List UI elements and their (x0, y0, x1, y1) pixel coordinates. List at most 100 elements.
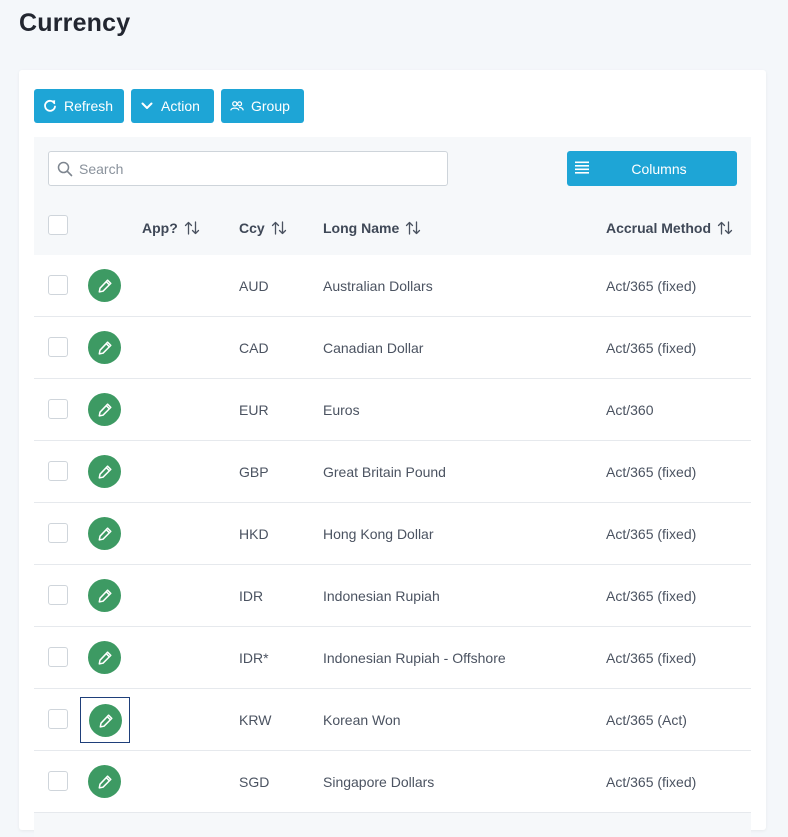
pencil-icon (99, 713, 113, 728)
row-checkbox[interactable] (48, 461, 68, 481)
pencil-icon (98, 774, 112, 789)
row-checkbox[interactable] (48, 337, 68, 357)
row-checkbox[interactable] (48, 275, 68, 295)
cell-ccy: IDR (239, 588, 264, 604)
table-row: CAD Canadian Dollar Act/365 (fixed) (34, 317, 751, 379)
cell-ccy: GBP (239, 464, 269, 480)
sort-icon[interactable] (717, 221, 733, 235)
edit-button[interactable] (88, 455, 121, 488)
list-icon (575, 161, 589, 177)
chevron-down-icon (140, 99, 154, 113)
cell-ccy: AUD (239, 278, 269, 294)
header-app-label: App? (142, 220, 178, 236)
table-row: GBP Great Britain Pound Act/365 (fixed) (34, 441, 751, 503)
cell-accrual-method: Act/365 (Act) (606, 712, 687, 728)
refresh-button[interactable]: Refresh (34, 89, 124, 123)
cell-ccy: EUR (239, 402, 269, 418)
cell-accrual-method: Act/365 (fixed) (606, 588, 697, 604)
group-button[interactable]: Group (221, 89, 304, 123)
edit-cell (80, 573, 130, 619)
pencil-icon (98, 526, 112, 541)
edit-cell (80, 511, 130, 557)
cell-ccy: SGD (239, 774, 270, 790)
edit-cell (80, 325, 130, 371)
action-label: Action (161, 98, 200, 114)
search-input[interactable] (77, 152, 447, 185)
cell-accrual-method: Act/365 (fixed) (606, 278, 697, 294)
table-row: IDR Indonesian Rupiah Act/365 (fixed) (34, 565, 751, 627)
sort-icon[interactable] (405, 221, 421, 235)
table-row: KRW Korean Won Act/365 (Act) (34, 689, 751, 751)
header-long-name[interactable]: Long Name (323, 220, 421, 236)
sort-icon[interactable] (271, 221, 287, 235)
group-label: Group (251, 98, 290, 114)
cell-long-name: Euros (323, 402, 360, 418)
header-accrual-method-label: Accrual Method (606, 220, 712, 236)
edit-button[interactable] (88, 765, 121, 798)
columns-label: Columns (631, 161, 687, 177)
pencil-icon (98, 402, 112, 417)
pencil-icon (98, 278, 112, 293)
cell-accrual-method: Act/365 (fixed) (606, 464, 697, 480)
header-app[interactable]: App? (142, 220, 200, 236)
header-ccy[interactable]: Ccy (239, 220, 287, 236)
cell-long-name: Hong Kong Dollar (323, 526, 434, 542)
edit-cell (80, 635, 130, 681)
cell-long-name: Korean Won (323, 712, 401, 728)
edit-cell-focused (80, 697, 130, 743)
currency-grid-card: Refresh Action Group (19, 70, 766, 837)
table-row: EUR Euros Act/360 (34, 379, 751, 441)
cell-ccy: IDR* (239, 650, 269, 666)
edit-button[interactable] (88, 331, 121, 364)
table-row: SGD Singapore Dollars Act/365 (fixed) (34, 751, 751, 813)
edit-button[interactable] (88, 579, 121, 612)
cell-long-name: Great Britain Pound (323, 464, 446, 480)
row-checkbox[interactable] (48, 771, 68, 791)
sort-icon[interactable] (184, 221, 200, 235)
group-icon (230, 99, 244, 113)
pencil-icon (98, 340, 112, 355)
table-row: HKD Hong Kong Dollar Act/365 (fixed) (34, 503, 751, 565)
cell-ccy: CAD (239, 340, 269, 356)
edit-cell (80, 449, 130, 495)
select-all-checkbox[interactable] (48, 215, 68, 235)
page-title: Currency (19, 9, 131, 37)
pencil-icon (98, 588, 112, 603)
toolbar: Refresh Action Group (34, 89, 304, 123)
edit-cell (80, 263, 130, 309)
edit-cell (80, 759, 130, 805)
row-checkbox[interactable] (48, 399, 68, 419)
search-icon (56, 160, 74, 178)
pencil-icon (98, 464, 112, 479)
table-body: AUD Australian Dollars Act/365 (fixed) C… (34, 255, 751, 813)
row-checkbox[interactable] (48, 709, 68, 729)
row-checkbox[interactable] (48, 585, 68, 605)
cell-long-name: Singapore Dollars (323, 774, 435, 790)
pencil-icon (98, 650, 112, 665)
edit-button[interactable] (88, 269, 121, 302)
data-grid: Columns App? Ccy Long Name (34, 137, 751, 837)
cell-accrual-method: Act/365 (fixed) (606, 526, 697, 542)
table-row: IDR* Indonesian Rupiah - Offshore Act/36… (34, 627, 751, 689)
columns-button[interactable]: Columns (567, 151, 737, 186)
cell-accrual-method: Act/365 (fixed) (606, 650, 697, 666)
row-checkbox[interactable] (48, 647, 68, 667)
edit-button[interactable] (88, 641, 121, 674)
edit-button[interactable] (88, 517, 121, 550)
header-accrual-method[interactable]: Accrual Method (606, 220, 733, 236)
header-long-name-label: Long Name (323, 220, 400, 236)
action-button[interactable]: Action (131, 89, 214, 123)
cell-accrual-method: Act/360 (606, 402, 654, 418)
cell-long-name: Australian Dollars (323, 278, 433, 294)
edit-button[interactable] (89, 704, 122, 737)
table-row: AUD Australian Dollars Act/365 (fixed) (34, 255, 751, 317)
cell-long-name: Indonesian Rupiah - Offshore (323, 650, 506, 666)
cell-ccy: HKD (239, 526, 269, 542)
edit-button[interactable] (88, 393, 121, 426)
cell-ccy: KRW (239, 712, 272, 728)
cell-long-name: Canadian Dollar (323, 340, 424, 356)
row-checkbox[interactable] (48, 523, 68, 543)
refresh-label: Refresh (64, 98, 114, 114)
header-ccy-label: Ccy (239, 220, 265, 236)
edit-cell (80, 387, 130, 433)
